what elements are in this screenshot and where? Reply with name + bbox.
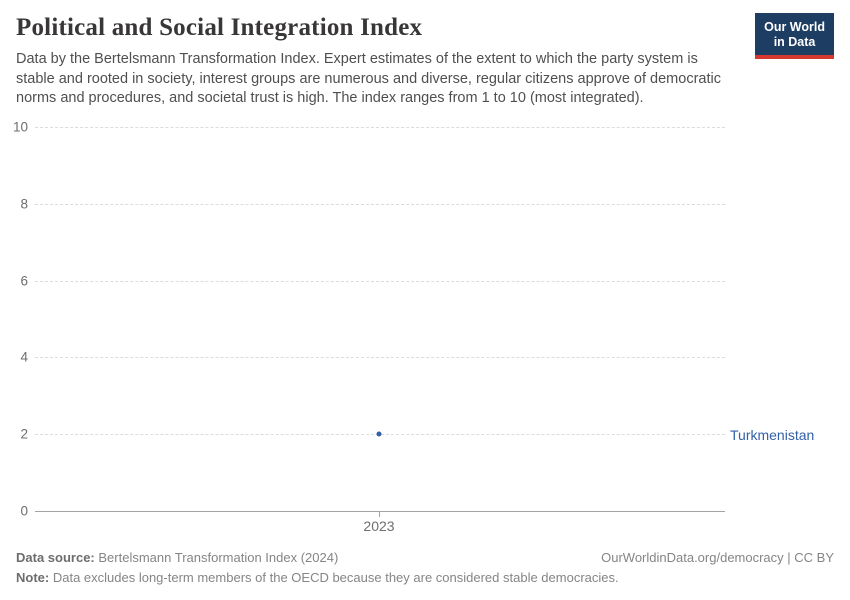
note-label: Note: [16,570,50,585]
data-source-line: Data source: Bertelsmann Transformation … [16,548,338,567]
note-value: Data excludes long-term members of the O… [52,570,619,585]
footer-source-row: Data source: Bertelsmann Transformation … [16,548,834,567]
chart-subtitle: Data by the Bertelsmann Transformation I… [16,51,721,106]
y-axis-tick-label: 6 [20,273,28,289]
data-source-value: Bertelsmann Transformation Index (2024) [98,550,339,565]
y-axis-tick-label: 4 [20,349,28,365]
note-line: Note: Data excludes long-term members of… [16,568,834,587]
x-axis-tick-label: 2023 [363,518,395,534]
y-axis-tick-label: 2 [20,426,28,442]
owid-logo-line1: Our World [764,20,825,34]
y-axis-tick-label: 8 [20,196,28,212]
chart-footer: Data source: Bertelsmann Transformation … [16,548,834,587]
gridline [35,127,725,128]
gridline [35,281,725,282]
owid-logo-line2: in Data [773,35,816,49]
gridline [35,204,725,205]
y-axis-tick-label: 10 [12,119,28,135]
gridline [35,357,725,358]
data-point-turkmenistan-2023[interactable] [376,431,382,437]
page-title: Political and Social Integration Index [16,14,423,41]
y-axis-tick-label: 0 [20,503,28,519]
x-axis-tick-mark [379,511,380,517]
owid-logo[interactable]: Our World in Data [755,13,834,59]
series-label-turkmenistan[interactable]: Turkmenistan [730,427,815,443]
x-axis-line [35,511,725,512]
data-source-label: Data source: [16,550,95,565]
attribution-link[interactable]: OurWorldinData.org/democracy | CC BY [601,550,834,565]
